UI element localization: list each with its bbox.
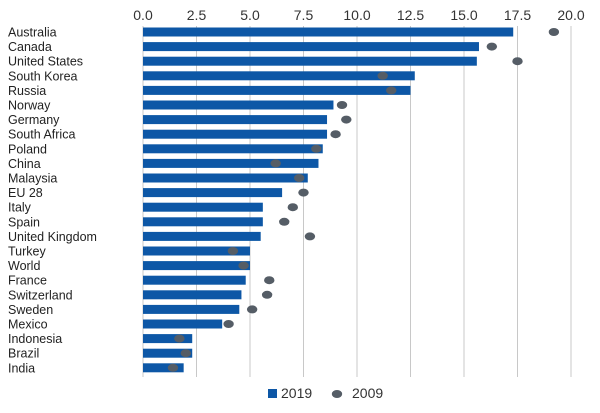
bar-2019	[143, 290, 242, 300]
category-label: China	[8, 157, 41, 171]
bar-2019	[143, 100, 334, 110]
category-label: Poland	[8, 142, 47, 156]
x-tick-label: 5.0	[240, 7, 260, 23]
legend-label-2009: 2009	[352, 385, 383, 401]
bar-2019	[143, 304, 240, 314]
dot-2009	[279, 217, 290, 226]
category-label: Indonesia	[8, 332, 62, 346]
x-tick-label: 2.5	[187, 7, 207, 23]
bar-2019	[143, 173, 308, 183]
dot-2009	[227, 247, 239, 255]
legend-swatch-2019	[268, 389, 277, 398]
category-label: South Africa	[8, 128, 75, 142]
dot-2009	[238, 261, 249, 270]
bar-2019	[143, 71, 415, 81]
bar-2019	[143, 348, 193, 358]
x-tick-label: 17.5	[504, 7, 531, 23]
category-label: Australia	[8, 26, 57, 40]
x-tick-label: 7.5	[294, 7, 314, 23]
bar-2019	[143, 42, 479, 52]
bar-2019	[143, 129, 328, 139]
category-label: France	[8, 274, 47, 288]
bar-2019	[143, 115, 328, 125]
dot-2009	[246, 305, 258, 314]
category-label: Switzerland	[8, 288, 73, 302]
dot-2009	[167, 363, 179, 372]
category-label: Norway	[8, 99, 51, 113]
dot-2009	[512, 57, 523, 66]
dot-2009	[548, 28, 560, 36]
dot-2009	[341, 115, 352, 124]
dot-2009	[270, 159, 281, 168]
dot-2009	[486, 42, 498, 51]
bar-2019	[143, 158, 319, 168]
bar-2019	[143, 27, 514, 37]
dot-2009	[294, 174, 305, 182]
bar-2019	[143, 334, 193, 344]
category-label: Brazil	[8, 347, 39, 361]
bar-2019	[143, 202, 263, 212]
category-label: Russia	[8, 84, 46, 98]
dot-2009	[377, 71, 388, 80]
dot-2009	[264, 276, 275, 285]
bar-2019	[143, 363, 184, 373]
dot-2009	[311, 144, 322, 153]
x-tick-label: 20.0	[557, 7, 584, 23]
bar-2019	[143, 144, 323, 154]
category-label: India	[8, 361, 35, 375]
bars-2019	[143, 27, 514, 373]
category-label: Germany	[8, 113, 60, 127]
dot-2009	[336, 101, 348, 109]
category-label: Canada	[8, 40, 52, 54]
bar-2019	[143, 188, 283, 198]
grid-lines	[142, 26, 572, 377]
dot-2009	[287, 203, 298, 212]
dot-2009	[330, 130, 341, 139]
category-label: World	[8, 259, 40, 273]
dot-2009	[180, 349, 191, 358]
category-label: Spain	[8, 215, 40, 229]
bar-2019	[143, 231, 261, 241]
dots-2009	[167, 28, 560, 372]
category-label: Malaysia	[8, 172, 57, 186]
category-label: South Korea	[8, 69, 78, 83]
legend-label-2019: 2019	[281, 385, 312, 401]
bar-2019	[143, 275, 246, 285]
dot-2009	[223, 320, 234, 328]
category-label: United States	[8, 55, 83, 69]
bar-2019	[143, 261, 250, 271]
bar-2019	[143, 85, 411, 95]
bar-2019	[143, 56, 477, 66]
dot-2009	[386, 86, 397, 95]
dot-2009	[261, 290, 273, 299]
legend: 2019 2009	[268, 385, 383, 401]
x-tick-label: 15.0	[450, 7, 477, 23]
category-label: Sweden	[8, 303, 53, 317]
dot-2009	[298, 188, 309, 197]
bar-2019	[143, 217, 263, 227]
category-label: Turkey	[8, 245, 46, 259]
bar-2019	[143, 246, 250, 256]
dot-2009	[174, 334, 185, 343]
x-tick-label: 12.5	[397, 7, 424, 23]
dot-2009	[304, 232, 316, 241]
x-tick-label: 10.0	[343, 7, 370, 23]
category-label: Mexico	[8, 318, 48, 332]
x-axis-ticks: 0.0 2.5 5.0 7.5 10.0 12.5 15.0 17.5 20.0	[133, 7, 585, 23]
category-label: EU 28	[8, 186, 43, 200]
category-label: Italy	[8, 201, 32, 215]
category-label: United Kingdom	[8, 230, 97, 244]
x-tick-label: 0.0	[133, 7, 153, 23]
bar-2019	[143, 319, 223, 329]
legend-swatch-2009	[331, 390, 343, 398]
